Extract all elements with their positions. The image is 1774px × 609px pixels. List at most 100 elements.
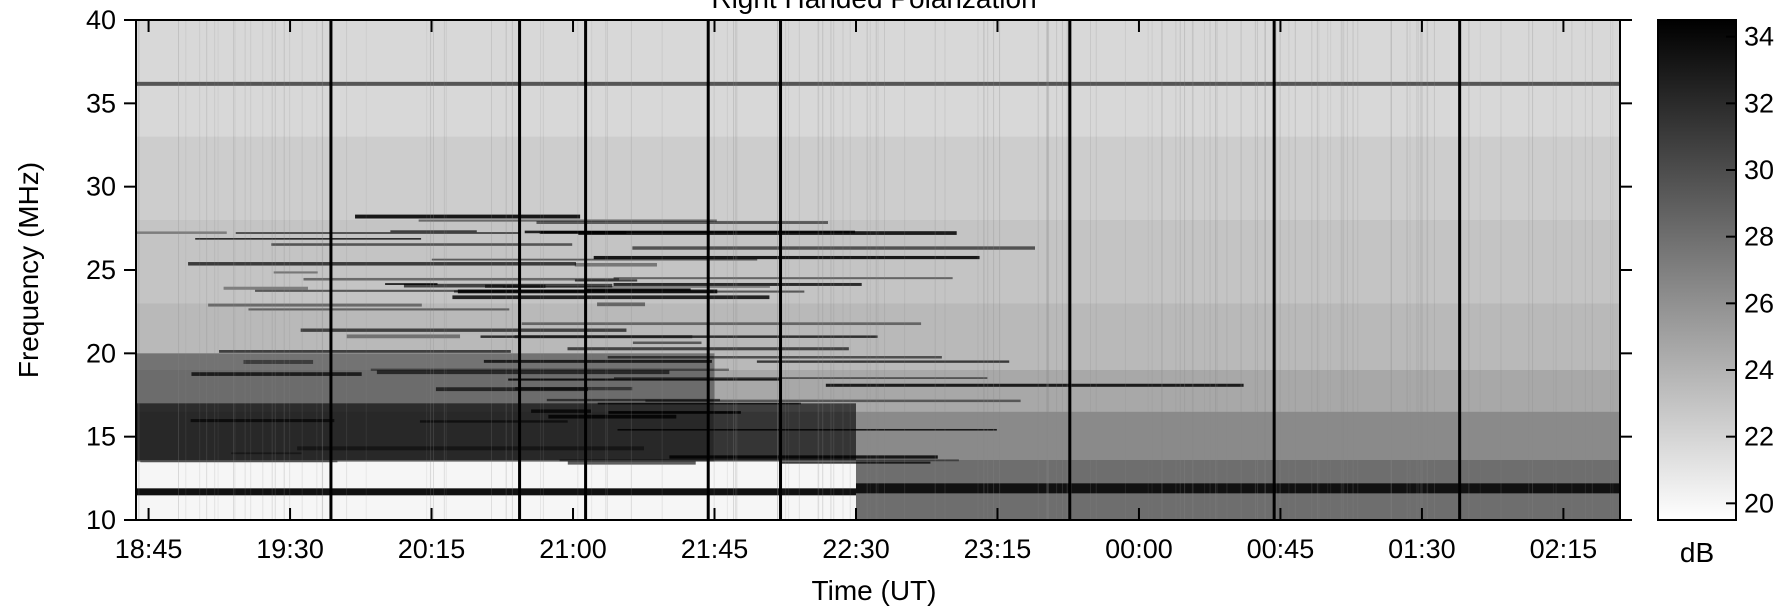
heatmap-texture [577,20,579,520]
heatmap-texture [539,20,541,520]
heatmap-texture [490,20,492,520]
heatmap-texture [1390,20,1392,520]
heatmap-texture [1610,20,1612,520]
heatmap-streak [559,459,959,462]
heatmap-texture [250,20,252,520]
heatmap-streak [632,246,1035,250]
y-tick-label: 40 [86,5,116,35]
heatmap-dark-region [136,403,856,460]
burst-line [329,20,333,520]
burst-line [1458,20,1462,520]
chart-title: Right Handed Polarization [711,0,1036,14]
x-axis: 18:45 19:30 20:15 21:00 21:45 22:30 23:15 00:00… [115,20,1597,564]
heatmap-streak [208,303,422,307]
heatmap-texture [866,20,868,520]
heatmap-texture [1071,20,1073,520]
heatmap-texture [1584,20,1586,520]
heatmap-texture [244,20,246,520]
heatmap-texture [1264,20,1266,520]
heatmap-streak [515,386,633,391]
burst-line [706,20,710,520]
heatmap-texture [1427,20,1429,520]
heatmap-texture [1215,20,1217,520]
heatmap-streak [419,420,568,423]
heatmap-streak [780,461,931,464]
colorbar-tick-label: 32 [1744,88,1774,118]
heatmap-streak [548,414,677,419]
heatmap-texture [1151,20,1153,520]
heatmap-texture [1056,20,1058,520]
heatmap-texture [1160,20,1162,520]
heatmap-texture [1191,20,1193,520]
heatmap-band [136,20,1620,137]
heatmap-texture [1479,20,1481,520]
heatmap-texture [1204,20,1206,520]
heatmap-streak [574,279,638,282]
x-tick-label: 19:30 [256,534,324,564]
x-tick-label: 00:45 [1247,534,1315,564]
heatmap-texture [1047,20,1049,520]
heatmap-texture [1047,20,1049,520]
heatmap-texture [1264,20,1266,520]
heatmap-texture [321,20,323,520]
heatmap-texture [1037,20,1039,520]
heatmap-streak [536,221,828,224]
heatmap-texture [233,20,235,520]
x-tick-label: 02:15 [1530,534,1598,564]
heatmap-texture [1095,20,1097,520]
heatmap-streak [195,238,422,240]
heatmap-streak [235,232,521,234]
heatmap-texture [1390,20,1392,520]
heatmap-texture [830,20,832,520]
heatmap-rfi-line [855,483,1620,494]
heatmap-streak [508,378,782,381]
heatmap-texture [1468,20,1470,520]
x-axis-label: Time (UT) [812,575,937,606]
y-tick-label: 15 [86,422,116,452]
heatmap-texture [365,20,367,520]
x-tick-label: 21:45 [681,534,749,564]
heatmap-streak [645,399,1021,403]
heatmap-texture [1318,20,1320,520]
x-tick-label: 23:15 [964,534,1032,564]
heatmap-texture [1147,20,1149,520]
heatmap-texture [798,20,800,520]
heatmap-streak [219,349,511,353]
heatmap-texture [1416,20,1418,520]
heatmap-streak [480,335,878,338]
heatmap-texture [1254,20,1256,520]
heatmap-band [136,136,1620,220]
x-tick-label: 21:00 [539,534,607,564]
heatmap-streak [617,428,997,431]
heatmap-texture [713,20,715,520]
heatmap-texture [1240,20,1242,520]
heatmap-texture [274,20,276,520]
heatmap-streak [546,398,721,402]
heatmap-texture [977,20,979,520]
heatmap-texture [999,20,1001,520]
heatmap-texture [1294,20,1296,520]
heatmap-streak [567,461,696,465]
heatmap-streak [136,231,227,234]
heatmap-texture [1420,20,1422,520]
heatmap-persistent-line [136,81,1620,86]
heatmap-streak [300,328,627,332]
heatmap-streak [403,283,613,288]
heatmap-texture [944,20,946,520]
burst-line [1068,20,1072,520]
y-axis-label: Frequency (MHz) [13,162,44,378]
heatmap-texture [1327,20,1329,520]
heatmap-texture [983,20,985,520]
heatmap-texture [661,20,663,520]
heatmap-streak [514,334,693,339]
heatmap-streak [524,230,856,234]
heatmap-texture [736,20,738,520]
heatmap-texture [1179,20,1181,520]
heatmap-texture [934,20,936,520]
heatmap-streak [188,262,576,266]
heatmap-texture [733,20,735,520]
heatmap-texture [1426,20,1428,520]
y-tick-label: 30 [86,172,116,202]
heatmap-texture [1406,20,1408,520]
